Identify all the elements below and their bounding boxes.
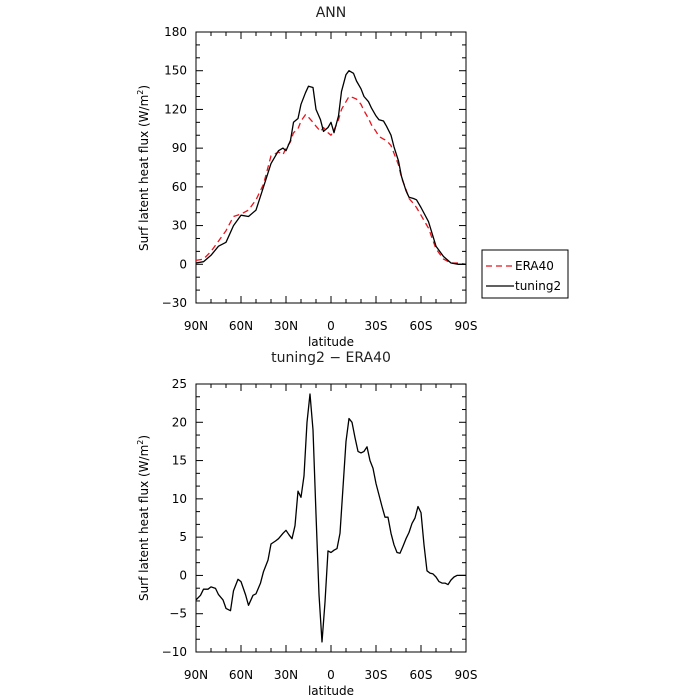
bottom-chart-x-tick-label: 90N (184, 668, 208, 682)
bottom-chart-y-tick-label: 20 (172, 415, 187, 429)
bottom-chart-x-tick-label: 30S (365, 668, 388, 682)
legend-label-era40: ERA40 (515, 259, 554, 273)
top-chart-y-axis-label: Surf latent heat flux (W/m2) (136, 85, 151, 251)
bottom-chart-series (195, 393, 466, 643)
top-chart-x-tick-label: 90S (455, 319, 478, 333)
top-chart-y-tick-label: 60 (172, 180, 187, 194)
top-chart-x-tick-label: 30S (365, 319, 388, 333)
bottom-chart-y-tick-label: 0 (179, 568, 187, 582)
top-chart-y-tick-label: 120 (164, 102, 187, 116)
bottom-chart-y-axis-label-superscript: 2 (136, 440, 145, 445)
legend-box (481, 249, 569, 299)
top-chart-title: ANN (316, 5, 347, 21)
top-chart-y-axis-label-superscript: 2 (136, 90, 145, 95)
bottom-chart-x-tick-label: 30N (274, 668, 298, 682)
top-chart-y-tick-label: 30 (172, 219, 187, 233)
top-chart-y-tick-label: 90 (172, 141, 187, 155)
bottom-chart-series-line-difference (195, 393, 466, 643)
bottom-chart-y-tick-label: −10 (162, 645, 187, 659)
top-chart-x-axis-label: latitude (308, 335, 354, 349)
top-chart-y-tick-label: −30 (162, 296, 187, 310)
bottom-chart-title: tuning2 − ERA40 (271, 350, 391, 366)
top-chart-series (195, 70, 467, 265)
bottom-chart-frame (195, 383, 467, 653)
top-chart-y-tick-label: 0 (179, 257, 187, 271)
legend: ERA40 tuning2 (481, 249, 569, 299)
bottom-chart-y-tick-label: 15 (172, 454, 187, 468)
bottom-chart-x-tick-label: 0 (327, 668, 335, 682)
bottom-chart-y-tick-label: 5 (179, 530, 187, 544)
top-chart-frame (195, 31, 467, 304)
top-chart-x-tick-label: 60S (410, 319, 433, 333)
bottom-chart-y-axis-label: Surf latent heat flux (W/m2) (136, 435, 151, 601)
bottom-chart-ticks: 90N 60N 30N 0 30S 60S 90S −10 −5 0 5 10 15 20 25 (162, 377, 478, 682)
top-chart-y-axis-label-main: Surf latent heat flux (W/m (137, 95, 151, 251)
bottom-chart: tuning2 − ERA40 latitude Surf latent hea… (136, 350, 477, 698)
bottom-chart-x-tick-label: 90S (455, 668, 478, 682)
bottom-chart-y-tick-label: 25 (172, 377, 187, 391)
top-chart-x-tick-label: 90N (184, 319, 208, 333)
bottom-chart-x-axis-label: latitude (308, 684, 354, 698)
bottom-chart-x-tick-label: 60N (229, 668, 253, 682)
bottom-chart-y-axis-label-main: Surf latent heat flux (W/m (137, 445, 151, 601)
top-chart-series-line-era40 (195, 95, 467, 265)
bottom-chart-y-tick-label: −5 (169, 607, 187, 621)
top-chart-x-tick-label: 0 (327, 319, 335, 333)
top-chart-x-tick-label: 30N (274, 319, 298, 333)
top-chart-x-tick-label: 60N (229, 319, 253, 333)
top-chart-y-tick-label: 180 (164, 25, 187, 39)
top-chart-ticks: 90N 60N 30N 0 30S 60S 90S −30 0 30 60 90 120 150 180 (162, 25, 478, 333)
top-chart-series-line-tuning2 (195, 70, 466, 265)
top-chart-y-axis-label-close: ) (137, 85, 151, 90)
top-chart: ANN latitude Surf latent heat flux (W/m2… (136, 5, 477, 349)
legend-label-tuning2: tuning2 (515, 279, 561, 293)
top-chart-y-tick-label: 150 (164, 64, 187, 78)
bottom-chart-y-axis-label-close: ) (137, 435, 151, 440)
bottom-chart-x-tick-label: 60S (410, 668, 433, 682)
bottom-chart-y-tick-label: 10 (172, 492, 187, 506)
